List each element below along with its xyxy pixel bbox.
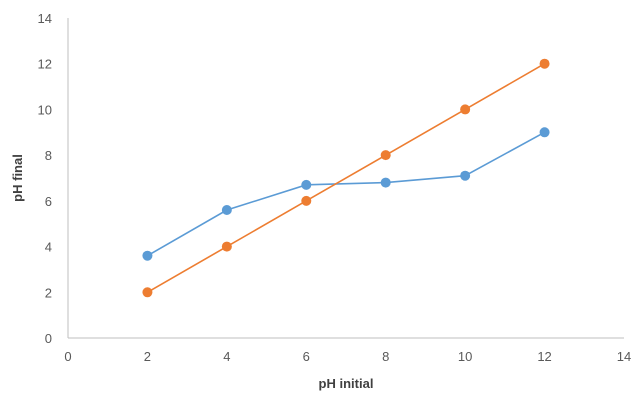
y-tick-label: 8 xyxy=(45,148,52,163)
axes xyxy=(67,18,624,339)
x-tick-label: 8 xyxy=(382,349,389,364)
x-tick-label: 4 xyxy=(223,349,230,364)
series-1-line xyxy=(147,131,545,257)
x-tick-label: 6 xyxy=(303,349,310,364)
series-1-point xyxy=(380,177,391,188)
series-2-point xyxy=(301,195,312,206)
y-tick-label: 4 xyxy=(45,240,52,255)
plot-area xyxy=(142,58,550,298)
y-tick-label: 14 xyxy=(38,11,52,26)
x-tick-label: 0 xyxy=(64,349,71,364)
series-2-line xyxy=(147,63,545,293)
y-tick-label: 10 xyxy=(38,102,52,117)
y-tick-label: 0 xyxy=(45,331,52,346)
y-axis-label: pH final xyxy=(10,154,25,202)
y-tick-label: 2 xyxy=(45,285,52,300)
series-2-point xyxy=(142,287,153,298)
x-tick-label: 12 xyxy=(537,349,551,364)
x-tick-label: 14 xyxy=(617,349,631,364)
x-tick-label: 10 xyxy=(458,349,472,364)
y-tick-label: 12 xyxy=(38,57,52,72)
series-1-point xyxy=(221,205,232,215)
series-1-point xyxy=(142,250,153,261)
x-axis-label: pH initial xyxy=(319,376,374,391)
series-2-point xyxy=(380,150,391,161)
series-2-point xyxy=(221,241,232,252)
x-tick-label: 2 xyxy=(144,349,151,364)
tick-labels: 0 2 4 6 8 10 12 14 0 2 4 6 8 10 12 14 xyxy=(38,11,632,364)
series-2-point xyxy=(539,58,550,69)
series-2-point xyxy=(460,104,471,115)
series-1-point xyxy=(539,127,550,138)
series-1-point xyxy=(460,170,471,181)
y-tick-label: 6 xyxy=(45,194,52,209)
series-1-point xyxy=(301,179,312,190)
